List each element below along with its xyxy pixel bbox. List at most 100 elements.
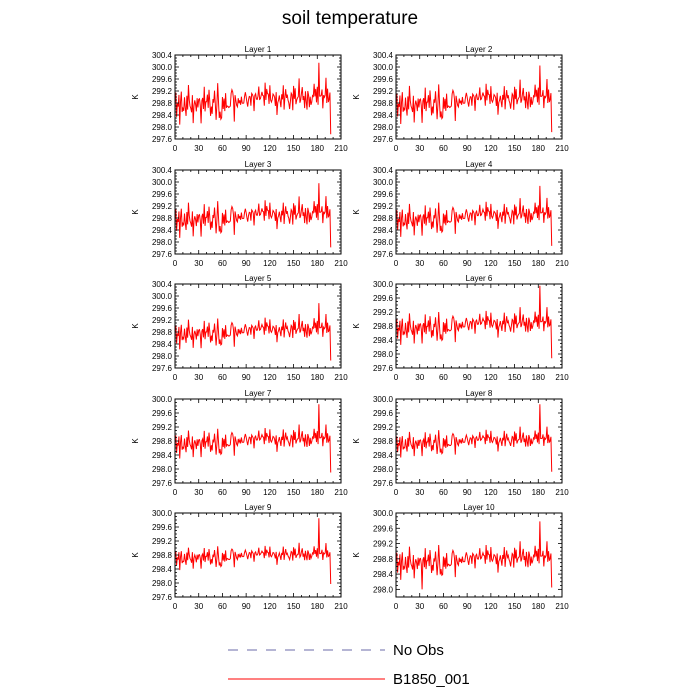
series-line-1 bbox=[174, 62, 332, 135]
y-tick-label: 298.4 bbox=[152, 111, 173, 120]
panel-layer-6: 0 30 60 90 120 150 180 210 297.6 298.0 298.4 298.8 2… bbox=[352, 274, 569, 382]
y-tick-label: 299.6 bbox=[152, 304, 173, 313]
x-tick-label: 30 bbox=[415, 144, 424, 153]
y-tick-label: 297.6 bbox=[152, 135, 173, 144]
x-tick-label: 210 bbox=[555, 259, 569, 268]
x-tick-label: 120 bbox=[484, 259, 498, 268]
x-tick-label: 60 bbox=[439, 373, 448, 382]
y-tick-label: 300.0 bbox=[373, 509, 394, 518]
x-tick-label: 180 bbox=[311, 488, 325, 497]
x-tick-label: 120 bbox=[484, 373, 498, 382]
y-tick-label: 298.4 bbox=[373, 111, 394, 120]
panel-title: Layer 10 bbox=[463, 503, 495, 512]
x-tick-label: 30 bbox=[194, 602, 203, 611]
panel-layer-4: 0 30 60 90 120 150 180 210 297.6 298.0 298.4 298.8 2… bbox=[352, 160, 569, 268]
y-axis-label: K bbox=[131, 94, 140, 100]
series-line-1 bbox=[395, 65, 553, 133]
y-tick-label: 298.4 bbox=[373, 226, 394, 235]
y-tick-label: 298.0 bbox=[152, 579, 173, 588]
y-tick-label: 300.0 bbox=[152, 395, 173, 404]
panel-layer-8: 0 30 60 90 120 150 180 210 297.6 298.0 298.4 298.8 2… bbox=[352, 389, 569, 497]
y-tick-label: 300.4 bbox=[373, 166, 394, 175]
panel-layer-1: 0 30 60 90 120 150 180 210 297.6 298.0 298.4 298.8 2… bbox=[131, 45, 348, 153]
x-tick-label: 150 bbox=[508, 144, 522, 153]
x-tick-label: 90 bbox=[242, 259, 251, 268]
x-tick-label: 210 bbox=[334, 602, 348, 611]
x-tick-label: 30 bbox=[194, 259, 203, 268]
x-tick-label: 90 bbox=[242, 144, 251, 153]
y-tick-label: 299.6 bbox=[373, 524, 394, 533]
x-tick-label: 30 bbox=[194, 488, 203, 497]
x-tick-label: 210 bbox=[334, 144, 348, 153]
y-tick-label: 298.4 bbox=[152, 451, 173, 460]
series-line-1 bbox=[395, 404, 553, 472]
y-tick-label: 297.6 bbox=[373, 135, 394, 144]
y-tick-label: 299.2 bbox=[152, 202, 173, 211]
panel-layer-3: 0 30 60 90 120 150 180 210 297.6 298.0 298.4 298.8 2… bbox=[131, 160, 348, 268]
x-tick-label: 30 bbox=[415, 373, 424, 382]
y-tick-label: 299.2 bbox=[373, 423, 394, 432]
y-tick-label: 299.2 bbox=[152, 537, 173, 546]
y-tick-label: 297.6 bbox=[152, 364, 173, 373]
x-tick-label: 60 bbox=[439, 259, 448, 268]
y-tick-label: 298.0 bbox=[152, 352, 173, 361]
x-tick-label: 120 bbox=[484, 488, 498, 497]
y-tick-label: 299.6 bbox=[152, 523, 173, 532]
x-tick-label: 0 bbox=[173, 488, 178, 497]
y-tick-label: 300.4 bbox=[152, 166, 173, 175]
series-line-1 bbox=[174, 518, 332, 585]
x-tick-label: 120 bbox=[263, 259, 277, 268]
x-tick-label: 30 bbox=[415, 259, 424, 268]
panel-layer-9: 0 30 60 90 120 150 180 210 297.6 298.0 298.4 298.8 2… bbox=[131, 503, 348, 611]
y-tick-label: 300.0 bbox=[152, 63, 173, 72]
x-tick-label: 180 bbox=[532, 488, 546, 497]
y-tick-label: 298.0 bbox=[373, 238, 394, 247]
x-tick-label: 90 bbox=[242, 488, 251, 497]
x-tick-label: 90 bbox=[242, 373, 251, 382]
x-tick-label: 30 bbox=[415, 602, 424, 611]
x-tick-label: 210 bbox=[334, 488, 348, 497]
y-tick-label: 299.6 bbox=[152, 190, 173, 199]
x-tick-label: 150 bbox=[287, 602, 301, 611]
y-tick-label: 297.6 bbox=[373, 250, 394, 259]
y-tick-label: 299.2 bbox=[373, 308, 394, 317]
y-axis-label: K bbox=[352, 438, 361, 444]
y-tick-label: 299.6 bbox=[152, 409, 173, 418]
y-tick-label: 298.8 bbox=[373, 322, 394, 331]
x-tick-label: 120 bbox=[263, 602, 277, 611]
y-tick-label: 298.8 bbox=[152, 551, 173, 560]
x-tick-label: 120 bbox=[263, 488, 277, 497]
x-tick-label: 150 bbox=[287, 259, 301, 268]
x-tick-label: 90 bbox=[463, 488, 472, 497]
x-tick-label: 0 bbox=[394, 602, 399, 611]
y-tick-label: 299.2 bbox=[373, 540, 394, 549]
series-line-1 bbox=[174, 404, 332, 473]
y-axis-label: K bbox=[352, 94, 361, 100]
panel-layer-7: 0 30 60 90 120 150 180 210 297.6 298.0 298.4 298.8 2… bbox=[131, 389, 348, 497]
y-axis-label: K bbox=[131, 323, 140, 329]
x-tick-label: 180 bbox=[532, 259, 546, 268]
x-tick-label: 90 bbox=[463, 144, 472, 153]
x-tick-label: 0 bbox=[394, 259, 399, 268]
x-tick-label: 60 bbox=[218, 259, 227, 268]
x-tick-label: 0 bbox=[394, 373, 399, 382]
y-axis-label: K bbox=[352, 323, 361, 329]
x-tick-label: 120 bbox=[484, 602, 498, 611]
x-tick-label: 180 bbox=[311, 259, 325, 268]
x-tick-label: 90 bbox=[463, 373, 472, 382]
y-tick-label: 300.0 bbox=[152, 509, 173, 518]
y-tick-label: 298.0 bbox=[373, 123, 394, 132]
y-axis-label: K bbox=[131, 552, 140, 558]
x-tick-label: 150 bbox=[287, 488, 301, 497]
y-tick-label: 298.8 bbox=[152, 437, 173, 446]
x-tick-label: 210 bbox=[555, 144, 569, 153]
x-tick-label: 90 bbox=[463, 602, 472, 611]
y-tick-label: 300.4 bbox=[152, 280, 173, 289]
y-tick-label: 299.2 bbox=[373, 202, 394, 211]
y-axis-label: K bbox=[352, 552, 361, 558]
y-tick-label: 300.0 bbox=[373, 63, 394, 72]
x-tick-label: 0 bbox=[173, 602, 178, 611]
y-tick-label: 298.8 bbox=[152, 99, 173, 108]
x-tick-label: 60 bbox=[218, 602, 227, 611]
